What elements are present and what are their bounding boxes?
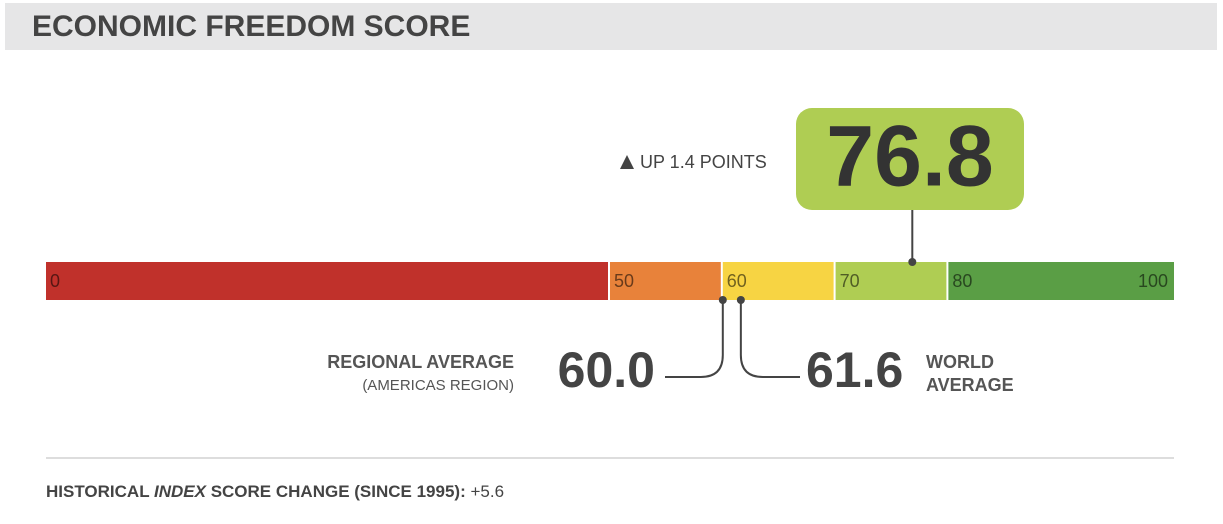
scale-label: 60 [727, 271, 747, 291]
scale-band [722, 262, 834, 300]
score-box [796, 108, 1024, 210]
footer: HISTORICAL INDEX SCORE CHANGE (SINCE 199… [46, 482, 504, 501]
regional-value: 60.0 [558, 342, 655, 398]
title: ECONOMIC FREEDOM SCORE [32, 10, 470, 43]
scale-band [46, 262, 608, 300]
scale-label: 100 [1138, 271, 1168, 291]
footer-part: +5.6 [470, 482, 504, 501]
score-dot [908, 258, 917, 266]
regional-label: REGIONAL AVERAGE [327, 352, 514, 372]
scale-label: 0 [50, 271, 60, 291]
score-value: 76.8 [826, 109, 993, 205]
scale-label: 80 [952, 271, 972, 291]
footer-part: INDEX [154, 482, 208, 501]
regional-sublabel: (AMERICAS REGION) [362, 377, 514, 394]
regional-leader [665, 300, 724, 378]
scale-band [948, 262, 1174, 300]
world-label: AVERAGE [926, 375, 1014, 395]
world-value: 61.6 [806, 342, 903, 398]
world-leader [739, 300, 800, 378]
scale-label: 50 [614, 271, 634, 291]
scale-label: 70 [840, 271, 860, 291]
scale-band [835, 262, 947, 300]
footer-part: HISTORICAL [46, 482, 154, 501]
scale-band [610, 262, 721, 300]
footer-part: SCORE CHANGE (SINCE 1995): [206, 482, 471, 501]
world-label: WORLD [926, 352, 994, 372]
header-band [5, 3, 1217, 50]
change-label: UP 1.4 POINTS [640, 152, 767, 172]
up-arrow [620, 155, 634, 169]
